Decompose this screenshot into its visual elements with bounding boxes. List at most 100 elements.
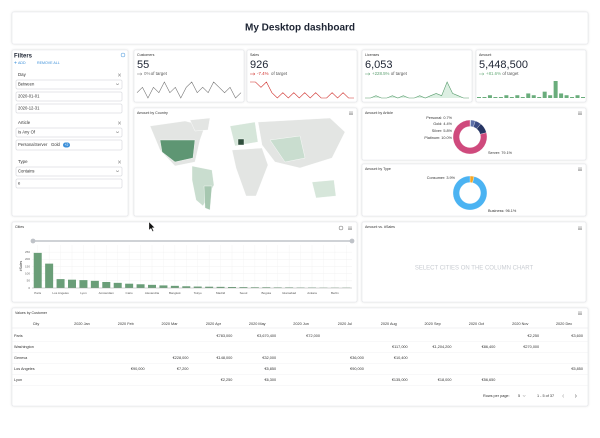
bar[interactable] [45, 263, 54, 288]
slider-handle[interactable] [349, 238, 355, 244]
bar[interactable] [193, 286, 202, 288]
spark-bar [520, 97, 525, 98]
chart-title: Amount vs. #Sales [365, 225, 395, 229]
bar[interactable] [148, 284, 156, 288]
prev-page[interactable] [562, 394, 565, 398]
bar[interactable] [228, 286, 236, 288]
column-header[interactable]: 2020 Feb [118, 322, 134, 326]
table-cell: €1,204,200 [432, 345, 451, 349]
bar[interactable] [170, 285, 179, 288]
bar[interactable] [68, 279, 76, 288]
help-icon[interactable] [338, 225, 344, 231]
page-size-select[interactable]: 5 [518, 394, 520, 398]
filter-field: Article [18, 120, 31, 125]
input-box[interactable] [15, 91, 123, 102]
column-header[interactable]: City [33, 322, 40, 326]
filter-close[interactable] [117, 121, 122, 125]
bar[interactable] [79, 280, 88, 288]
y-tick-label: 150 [25, 264, 30, 268]
country[interactable] [203, 185, 213, 211]
bar[interactable] [250, 287, 259, 288]
more-count: +2 [65, 143, 69, 147]
bar[interactable] [182, 286, 191, 288]
pie-card [361, 107, 587, 161]
add-icon: + [14, 60, 17, 66]
chart-title: Amount by Article [365, 111, 393, 115]
table-cell: €90,000 [131, 367, 145, 371]
bar[interactable] [216, 286, 225, 288]
help-icon[interactable] [120, 52, 126, 58]
column-header[interactable]: 2020 Apr [206, 322, 222, 326]
bar[interactable] [273, 287, 282, 288]
add-button[interactable]: ADD [18, 61, 26, 65]
column-header[interactable]: 2020 Jan [74, 322, 90, 326]
pie-slice[interactable] [452, 175, 488, 211]
input-box[interactable] [15, 178, 123, 189]
filter-chip[interactable]: Personal [18, 142, 35, 147]
table-cell: €10,400 [394, 356, 408, 360]
filter-close[interactable] [117, 160, 122, 164]
header-card [11, 11, 589, 45]
select-box[interactable] [15, 127, 123, 138]
country[interactable] [237, 138, 245, 146]
country[interactable] [189, 117, 211, 132]
slider-handle[interactable] [30, 238, 36, 244]
bar[interactable] [136, 284, 145, 288]
kpi-target: of target [502, 71, 519, 76]
spark-bar [487, 95, 492, 98]
pie-card [361, 163, 587, 217]
bar[interactable] [90, 280, 99, 288]
kpi-delta: +228.5% [372, 71, 390, 76]
filter-operator: Between [18, 82, 35, 87]
input-box[interactable] [15, 103, 123, 114]
kpi-title: Customers [137, 53, 155, 57]
bar[interactable] [205, 286, 214, 288]
filter-chip[interactable]: Server [35, 142, 48, 147]
bar[interactable] [159, 285, 168, 288]
column-header[interactable]: 2020 Mar [162, 322, 179, 326]
kpi-target: of target [271, 71, 288, 76]
bar[interactable] [56, 279, 65, 288]
next-page[interactable] [574, 394, 577, 398]
kpi-value: 5,448,500 [479, 59, 528, 71]
bar[interactable] [102, 281, 111, 288]
slice-label: Silver: 5.8% [432, 129, 453, 133]
country[interactable] [311, 179, 337, 199]
filters-title: Filters [14, 54, 33, 60]
table-cell: €270,000 [523, 345, 539, 349]
delta-arrow [250, 72, 256, 76]
column-header[interactable]: 2020 Oct [469, 322, 485, 326]
select-box[interactable] [15, 79, 123, 90]
table-cell: €2,250 [221, 378, 233, 382]
column-header[interactable]: 2020 Jul [338, 322, 353, 326]
filter-chip[interactable]: Gold [51, 142, 61, 147]
bar[interactable] [239, 287, 248, 288]
remove-all-button[interactable]: REMOVE ALL [37, 61, 60, 65]
bar[interactable] [125, 283, 134, 288]
column-header[interactable]: 2020 Nov [512, 322, 528, 326]
country[interactable] [191, 165, 215, 207]
select-box[interactable] [15, 166, 123, 177]
bar[interactable] [262, 287, 271, 288]
filter-operator: Contains [18, 169, 35, 174]
bar[interactable] [285, 287, 294, 288]
country[interactable] [231, 147, 269, 197]
spark-bar [559, 93, 564, 98]
column-header[interactable]: 2020 May [249, 322, 266, 326]
filter-value: e [18, 181, 21, 186]
placeholder-message: SELECT CITIES ON THE COLUMN CHART [415, 266, 534, 272]
column-header[interactable]: 2020 Sep [424, 322, 440, 326]
bar[interactable] [33, 252, 42, 288]
country[interactable] [159, 139, 196, 163]
x-tick-label: Cairo [126, 291, 134, 295]
column-header[interactable]: 2020 Dec [556, 322, 572, 326]
country[interactable] [229, 121, 259, 147]
x-tick-label: Bogota [262, 291, 272, 295]
pie-slice[interactable] [452, 119, 488, 155]
column-header[interactable]: 2020 Aug [381, 322, 397, 326]
spark-bar [542, 91, 547, 98]
country[interactable] [269, 135, 306, 163]
bar[interactable] [113, 282, 122, 288]
column-header[interactable]: 2020 Jun [293, 322, 309, 326]
filter-close[interactable] [117, 73, 122, 77]
